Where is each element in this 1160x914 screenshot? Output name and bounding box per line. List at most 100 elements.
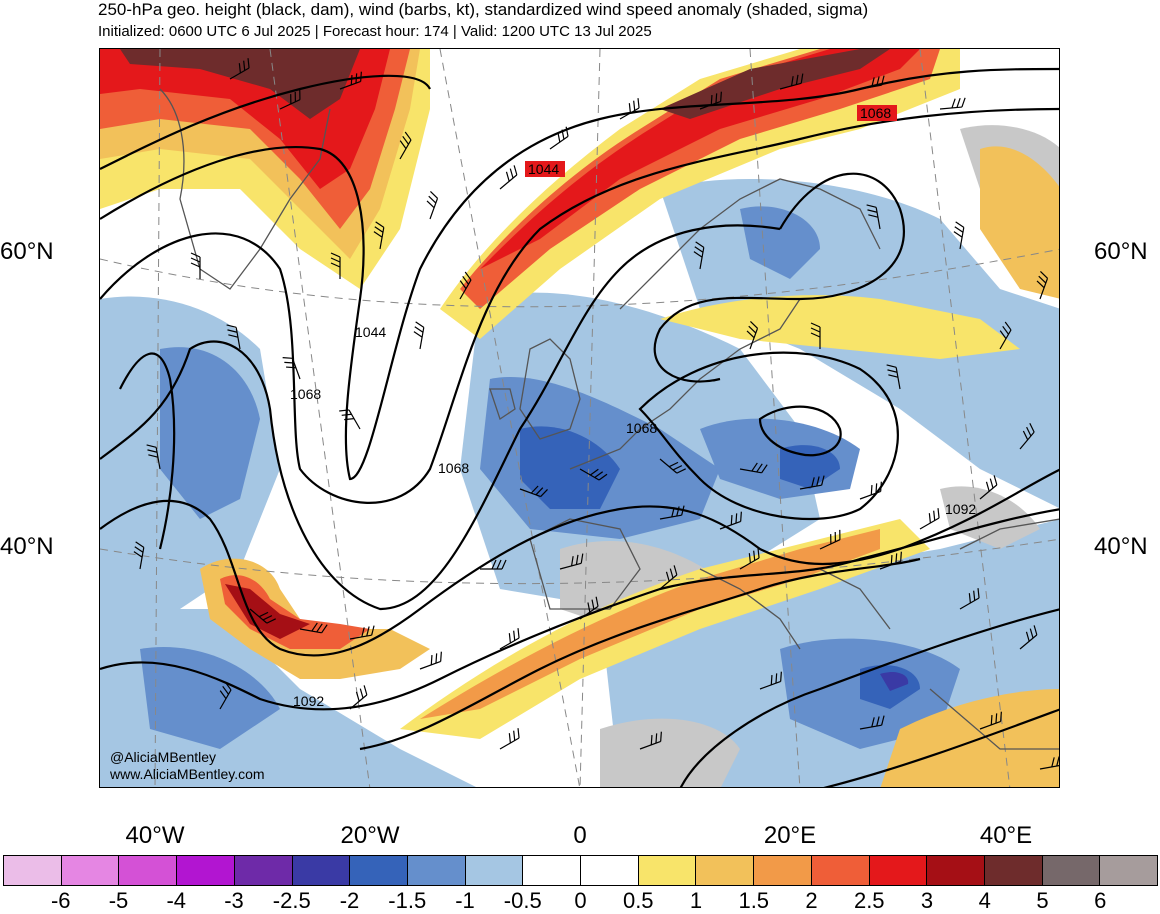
colorbar-tick-label: 1.5 bbox=[738, 888, 770, 913]
wind-barb bbox=[810, 322, 821, 349]
lon-label-20e: 20°E bbox=[763, 822, 817, 849]
colorbar-tick-label: 2 bbox=[805, 888, 818, 913]
credit-url[interactable]: www.AliciaMBentley.com bbox=[110, 766, 265, 782]
wind-barb bbox=[953, 221, 965, 250]
colorbar-tick-label: 2.5 bbox=[853, 888, 885, 913]
anomaly-shading bbox=[100, 49, 1059, 787]
colorbar-tick-label: -2.5 bbox=[272, 888, 311, 913]
colorbar-segment bbox=[984, 856, 1043, 885]
wind-barb bbox=[919, 508, 940, 530]
colorbar-segment bbox=[869, 856, 928, 885]
colorbar-segment bbox=[1042, 856, 1101, 885]
colorbar-tick-label: 6 bbox=[1094, 888, 1107, 913]
wind-barb bbox=[549, 126, 569, 150]
contour-label: 1068 bbox=[438, 460, 469, 476]
wind-barb bbox=[419, 651, 442, 670]
colorbar-tick-label: -4 bbox=[166, 888, 187, 913]
wind-barb bbox=[979, 711, 1002, 730]
wind-barb bbox=[1036, 271, 1049, 300]
colorbar-segment bbox=[350, 856, 408, 885]
wind-barb bbox=[759, 671, 782, 690]
wind-barb bbox=[659, 505, 685, 520]
colorbar-segment bbox=[1100, 856, 1158, 885]
wind-barb bbox=[959, 588, 980, 610]
chart-title: 250-hPa geo. height (black, dam), wind (… bbox=[98, 0, 869, 19]
graticule bbox=[100, 49, 1059, 787]
colorbar-segment bbox=[177, 856, 235, 885]
colorbar-segment bbox=[696, 856, 755, 885]
wind-barb bbox=[693, 241, 705, 270]
colorbar-tick-label: 4 bbox=[978, 888, 991, 913]
wind-barb bbox=[746, 321, 759, 350]
wind-barb bbox=[1019, 423, 1035, 450]
wind-barb bbox=[699, 91, 722, 110]
colorbar-segment bbox=[638, 856, 697, 885]
wind-barb bbox=[229, 58, 250, 80]
wind-barb bbox=[859, 715, 885, 730]
wind-barbs bbox=[133, 58, 1059, 770]
wind-barb bbox=[779, 73, 804, 90]
wind-barb bbox=[426, 191, 439, 220]
wind-barb bbox=[226, 324, 241, 350]
contour-label: 1044 bbox=[528, 161, 559, 177]
colorbar-tick-label: -1 bbox=[455, 888, 475, 913]
contour-label: 1092 bbox=[293, 693, 324, 709]
colorbar-segment bbox=[234, 856, 293, 885]
colorbar-tick-label: -2 bbox=[339, 888, 360, 913]
colorbar-tick-label: 0 bbox=[574, 888, 587, 913]
colorbar-tick-label: -1.5 bbox=[388, 888, 427, 913]
wind-barb bbox=[799, 475, 825, 490]
coastlines bbox=[159, 88, 1059, 750]
wind-barb bbox=[249, 608, 276, 624]
colorbar-tick-label: 5 bbox=[1036, 888, 1049, 913]
wind-barb bbox=[349, 685, 368, 710]
map-canvas: 1044 1068 1044 1068 1068 1068 1068 1092 … bbox=[100, 49, 1059, 787]
map-panel: 1044 1068 1044 1068 1068 1068 1068 1092 … bbox=[99, 48, 1060, 788]
colorbar-tick-label: 3 bbox=[920, 888, 934, 913]
colorbar-segment bbox=[119, 856, 178, 885]
wind-barb bbox=[279, 89, 301, 110]
colorbar-segment bbox=[523, 856, 582, 885]
lat-label-40n-left: 40°N bbox=[0, 533, 54, 560]
colorbar-segment bbox=[292, 856, 351, 885]
lat-label-60n-left: 60°N bbox=[0, 238, 54, 265]
lon-label-20w: 20°W bbox=[340, 822, 400, 849]
colorbar bbox=[3, 855, 1158, 886]
contour-label: 1044 bbox=[355, 324, 386, 340]
lon-label-0: 0 bbox=[573, 822, 587, 849]
colorbar-tick-label: -6 bbox=[50, 888, 71, 913]
wind-barb bbox=[349, 625, 375, 640]
colorbar-tick-label: 1 bbox=[689, 888, 703, 913]
contour-label: 1068 bbox=[626, 420, 657, 436]
wind-barb bbox=[619, 98, 640, 120]
wind-barb bbox=[282, 357, 301, 380]
wind-barb bbox=[579, 468, 608, 481]
lat-label-60n-right: 60°N bbox=[1094, 238, 1148, 265]
wind-barb bbox=[559, 553, 584, 570]
wind-barb bbox=[399, 131, 412, 160]
wind-barb bbox=[146, 444, 161, 470]
lat-label-40n-right: 40°N bbox=[1094, 533, 1148, 560]
contour-labels: 1044 1068 1044 1068 1068 1068 1068 1092 … bbox=[290, 105, 976, 709]
wind-barb bbox=[330, 252, 341, 279]
wind-barb bbox=[499, 628, 520, 650]
colorbar-segment bbox=[61, 856, 120, 885]
wind-barb bbox=[1019, 625, 1038, 650]
colorbar-segment bbox=[407, 856, 466, 885]
wind-barb bbox=[939, 97, 966, 110]
lon-label-40w: 40°W bbox=[125, 822, 185, 849]
wind-barb bbox=[859, 75, 885, 90]
wind-barb bbox=[459, 271, 472, 300]
lon-label-40e: 40°E bbox=[979, 822, 1033, 849]
wind-barb bbox=[133, 541, 145, 570]
wind-barb bbox=[1039, 756, 1059, 770]
wind-barb bbox=[190, 252, 201, 279]
wind-barb bbox=[659, 565, 678, 590]
contour-label: 1092 bbox=[945, 501, 976, 517]
colorbar-segment bbox=[754, 856, 812, 885]
wind-barb bbox=[879, 551, 902, 570]
wind-barb bbox=[659, 458, 686, 474]
wind-barb bbox=[739, 462, 768, 474]
colorbar-segment bbox=[811, 856, 870, 885]
wind-barb bbox=[886, 364, 901, 390]
